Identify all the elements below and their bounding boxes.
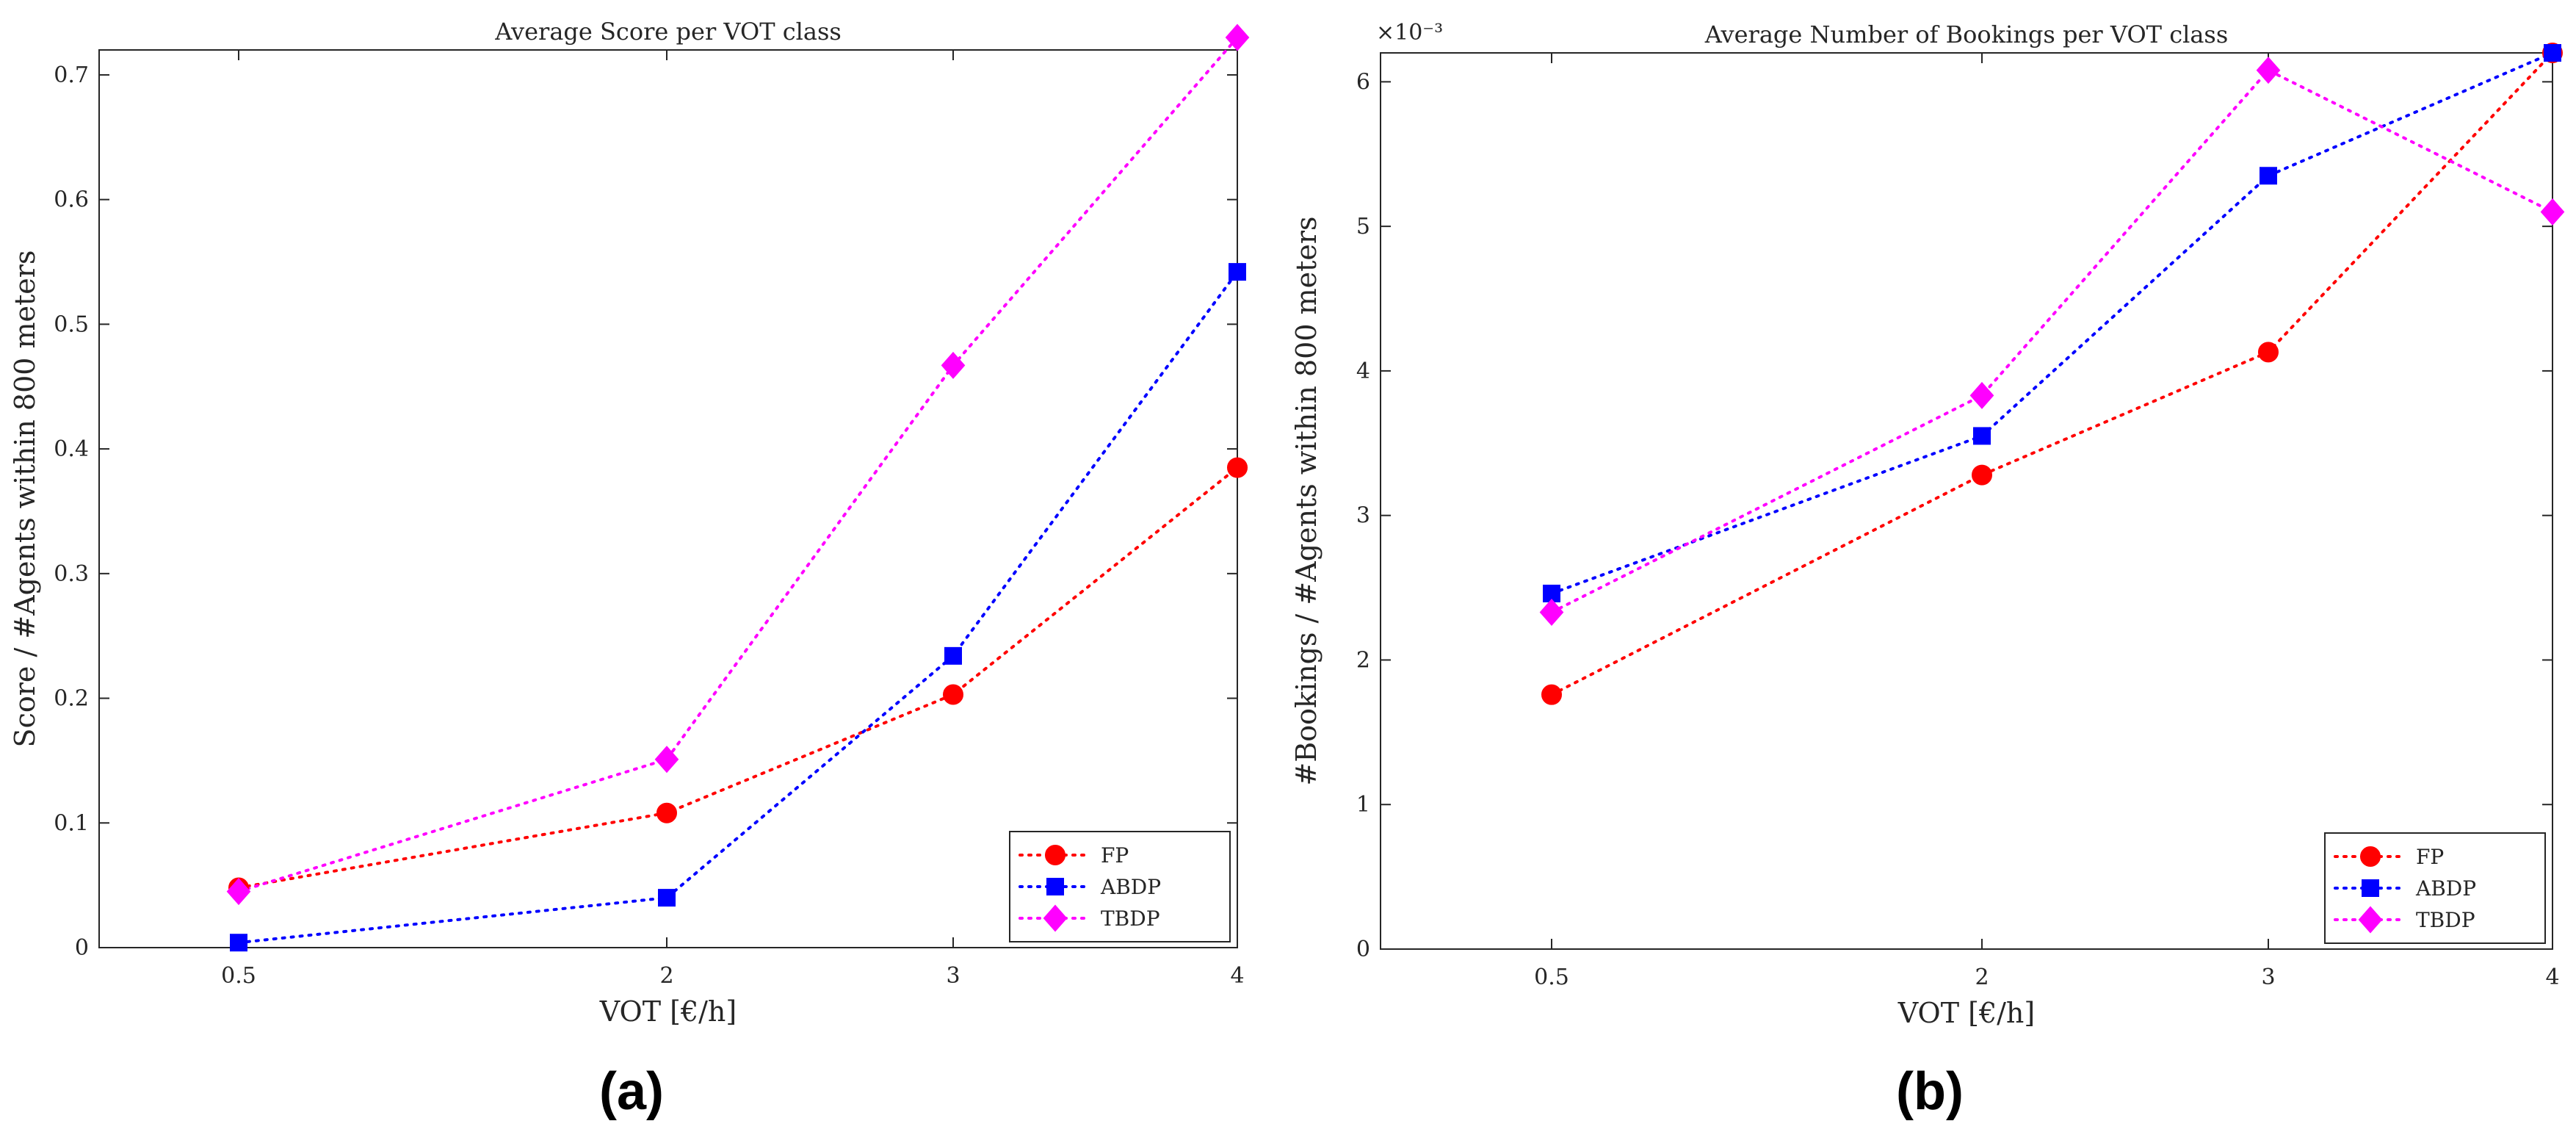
y-tick-label: 0.3 (54, 561, 89, 587)
data-point-tbdp (654, 746, 679, 774)
plot-area (98, 49, 1238, 948)
legend-label-tbdp: TBDP (2416, 908, 2475, 932)
panel-label: (b) (1896, 1062, 1964, 1121)
x-axis-label: VOT [€/h] (599, 995, 737, 1028)
exponent-label: ×10⁻³ (1376, 20, 1443, 46)
x-tick-label: 0.5 (1534, 965, 1569, 990)
data-point-tbdp (941, 351, 966, 379)
y-tick-label: 5 (1356, 214, 1370, 239)
data-point-tbdp (1225, 24, 1250, 51)
chart-title: Average Score per VOT class (494, 18, 842, 46)
plot-area (1380, 52, 2553, 950)
data-point-tbdp (1969, 381, 1994, 409)
legend: FP ABDP TBDP (1009, 831, 1231, 942)
y-tick-label: 0.4 (54, 436, 89, 462)
data-point-fp (1227, 457, 1248, 478)
legend-label-abdp: ABDP (2415, 876, 2476, 901)
chart-title: Average Number of Bookings per VOT class (1704, 21, 2229, 48)
y-tick-label: 0.7 (54, 62, 89, 88)
data-point-fp (943, 684, 963, 705)
data-point-fp (656, 802, 677, 823)
y-tick-label: 0.5 (54, 311, 89, 337)
data-point-fp (1972, 464, 1992, 486)
chart-a: Average Score per VOT class 0 0.1 0.2 0.3 0.4… (9, 18, 1250, 1121)
y-tick-label: 6 (1356, 69, 1370, 95)
data-point-abdp (2260, 167, 2277, 185)
x-axis-label: VOT [€/h] (1897, 997, 2035, 1029)
series-line-abdp (1550, 51, 2554, 595)
legend-marker-abdp (2362, 879, 2379, 897)
data-point-abdp (658, 889, 676, 907)
data-point-abdp (944, 646, 962, 665)
x-tick-label: 3 (2261, 965, 2275, 990)
y-tick-label: 3 (1356, 503, 1370, 529)
y-tick-label: 2 (1356, 647, 1370, 673)
data-point-abdp (1229, 263, 1246, 281)
x-tick-label: 2 (1975, 965, 1989, 990)
y-tick-label: 0.2 (54, 686, 89, 712)
legend-label-abdp: ABDP (1100, 875, 1161, 899)
series-line-fp (1550, 51, 2554, 696)
data-point-fp (1541, 684, 1562, 705)
data-point-tbdp (1539, 599, 1564, 627)
legend-label-fp: FP (2416, 845, 2444, 869)
y-axis-label: Score / #Agents within 800 meters (9, 250, 41, 748)
y-tick-label: 0 (1356, 937, 1370, 962)
series-line-abdp (237, 270, 1239, 945)
y-tick-label: 0.1 (54, 810, 89, 836)
legend: FP ABDP TBDP (2324, 832, 2546, 944)
x-tick-label: 2 (659, 963, 673, 989)
y-axis-label: #Bookings / #Agents within 800 meters (1290, 216, 1323, 785)
legend-marker-fp (2360, 846, 2381, 867)
legend-label-fp: FP (1101, 843, 1129, 868)
y-tick-label: 4 (1356, 358, 1370, 384)
data-point-abdp (1973, 427, 1991, 445)
data-point-fp (2258, 342, 2279, 363)
legend-marker-abdp (1046, 878, 1064, 895)
legend-label-tbdp: TBDP (1101, 906, 1160, 931)
x-tick-label: 0.5 (221, 963, 256, 989)
y-tick-label: 0.6 (54, 187, 89, 213)
y-tick-label: 1 (1356, 792, 1370, 818)
chart-b: Average Number of Bookings per VOT class… (1290, 20, 2565, 1121)
data-point-abdp (230, 934, 247, 952)
legend-marker-tbdp (2358, 906, 2383, 934)
x-tick-label: 3 (946, 963, 960, 989)
series-line-tbdp (1550, 68, 2554, 614)
x-tick-label: 4 (1230, 963, 1244, 989)
legend-marker-fp (1045, 845, 1066, 865)
data-point-tbdp (226, 878, 251, 906)
data-point-tbdp (2256, 57, 2281, 84)
legend-marker-tbdp (1043, 904, 1068, 932)
data-point-abdp (2544, 44, 2561, 62)
panel-label: (a) (599, 1062, 664, 1121)
series-line-fp (237, 466, 1239, 890)
data-point-tbdp (2540, 198, 2565, 226)
x-tick-label: 4 (2545, 965, 2559, 990)
y-tick-label: 0 (75, 935, 89, 961)
